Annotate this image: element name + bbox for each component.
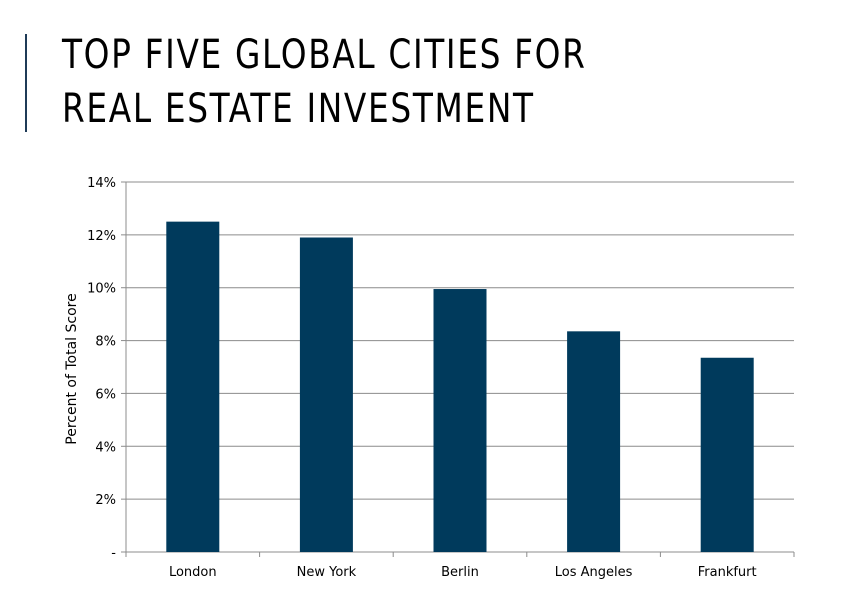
y-axis-ticks: - 2% 4% 6% 8% 10% 12% 14% — [87, 176, 126, 561]
bar-berlin — [433, 289, 487, 552]
bar-los-angeles — [567, 331, 621, 552]
y-tick-label: - — [111, 546, 116, 561]
y-tick-label: 14% — [87, 176, 116, 191]
y-tick-label: 6% — [95, 387, 116, 402]
slide-title: TOP FIVE GLOBAL CITIES FOR REAL ESTATE I… — [62, 32, 587, 132]
y-tick-label: 8% — [95, 335, 116, 350]
y-tick-label: 12% — [87, 229, 116, 244]
x-category-label: Los Angeles — [555, 565, 633, 580]
bar-london — [166, 221, 220, 552]
title-accent-bar — [25, 34, 27, 132]
bar-new-york — [299, 237, 353, 552]
y-tick-label: 10% — [87, 282, 116, 297]
x-category-label: London — [169, 565, 217, 580]
y-tick-label: 2% — [95, 493, 116, 508]
y-tick-label: 4% — [95, 440, 116, 455]
x-axis-categories: London New York Berlin Los Angeles Frankfurt — [169, 565, 757, 580]
y-axis-title: Percent of Total Score — [64, 293, 80, 444]
x-category-label: Berlin — [441, 565, 479, 580]
x-category-label: New York — [297, 565, 357, 580]
x-category-label: Frankfurt — [698, 565, 757, 580]
bars — [166, 221, 754, 552]
bar-frankfurt — [700, 357, 754, 552]
